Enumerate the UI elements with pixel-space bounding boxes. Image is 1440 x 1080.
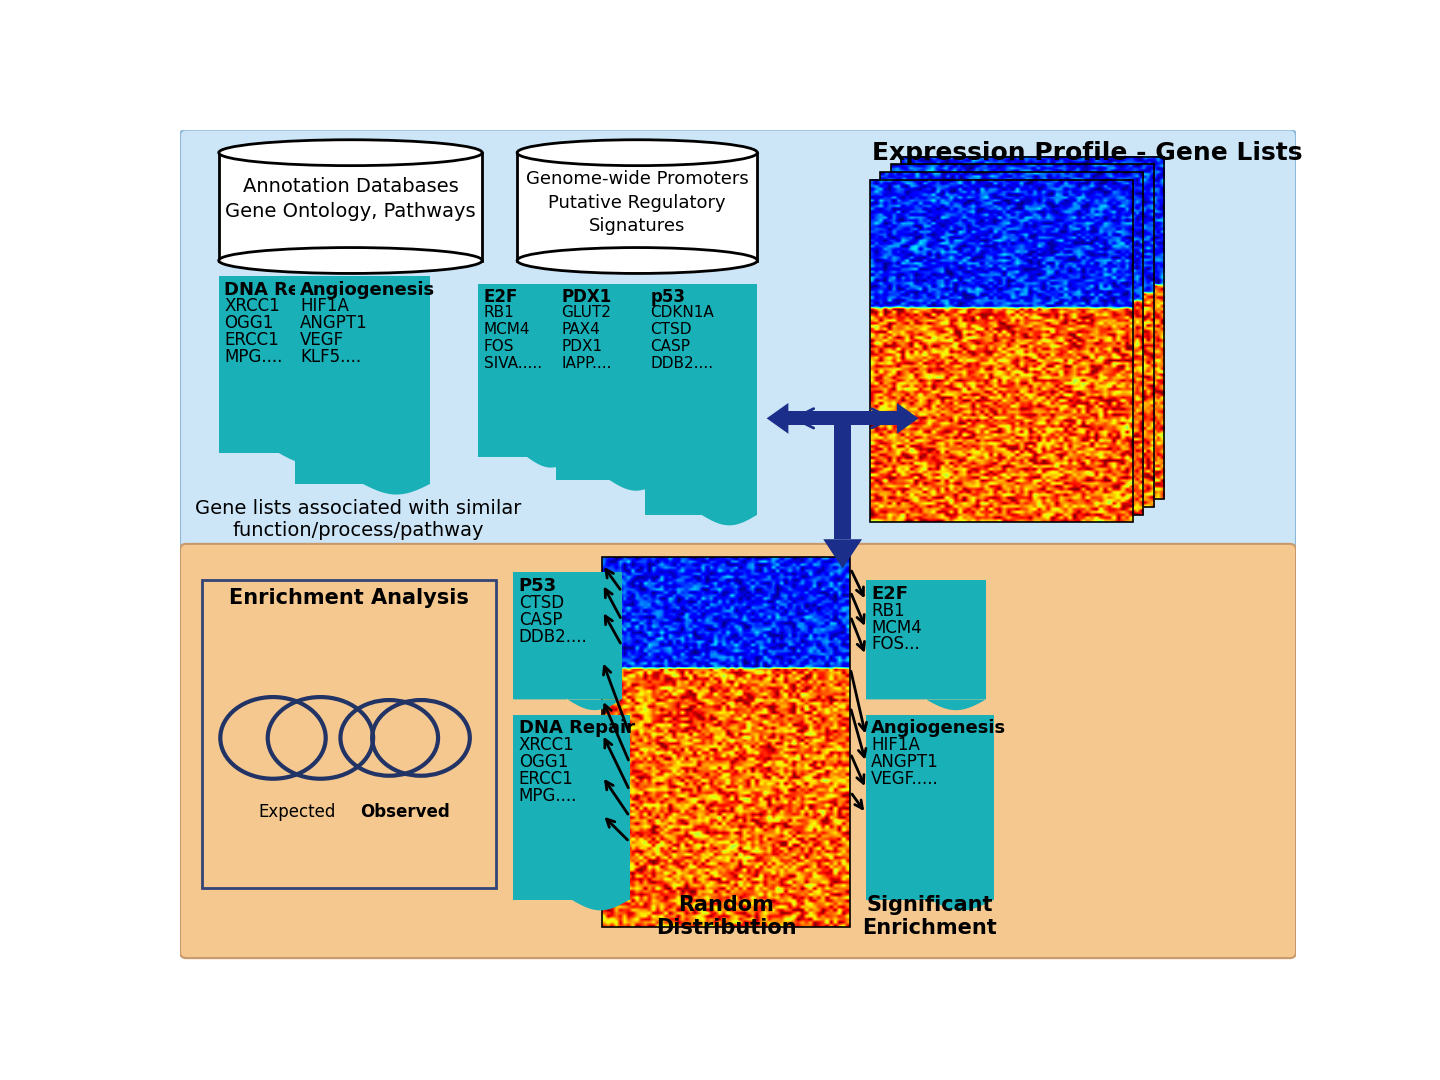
Polygon shape (478, 446, 575, 468)
Text: E2F: E2F (484, 288, 518, 307)
Text: E2F: E2F (871, 584, 909, 603)
Text: Genome-wide Promoters
Putative Regulatory
Signatures: Genome-wide Promoters Putative Regulator… (526, 171, 749, 235)
Polygon shape (865, 689, 986, 711)
Text: IAPP....: IAPP.... (562, 356, 612, 372)
Text: Gene lists associated with similar
function/process/pathway: Gene lists associated with similar funct… (194, 499, 521, 540)
Bar (295, 275, 431, 484)
Polygon shape (865, 889, 994, 910)
Text: P53: P53 (518, 577, 557, 595)
Text: DNA Repair: DNA Repair (518, 719, 635, 738)
Polygon shape (824, 539, 863, 568)
Text: ANGPT1: ANGPT1 (300, 314, 367, 333)
Text: DDB2....: DDB2.... (651, 356, 714, 372)
Ellipse shape (517, 139, 757, 165)
Text: Expected: Expected (258, 804, 336, 822)
Text: ERCC1: ERCC1 (518, 770, 573, 788)
Bar (517, 152, 757, 260)
Ellipse shape (219, 139, 482, 165)
Text: PAX4: PAX4 (562, 322, 600, 337)
Bar (865, 580, 986, 700)
Polygon shape (295, 473, 431, 495)
Text: RB1: RB1 (871, 602, 904, 620)
Text: CTSD: CTSD (518, 594, 564, 612)
Text: MCM4: MCM4 (484, 322, 530, 337)
Bar (513, 715, 629, 900)
Text: Enrichment Analysis: Enrichment Analysis (229, 588, 469, 608)
Bar (645, 284, 757, 514)
Bar (556, 284, 662, 480)
Text: CASP: CASP (518, 611, 562, 629)
Ellipse shape (219, 247, 482, 273)
Text: MPG....: MPG.... (225, 348, 282, 366)
Text: XRCC1: XRCC1 (518, 737, 575, 754)
Polygon shape (897, 403, 919, 434)
Text: PDX1: PDX1 (562, 339, 602, 354)
Text: Expression Profile - Gene Lists: Expression Profile - Gene Lists (871, 141, 1302, 165)
Text: Angiogenesis: Angiogenesis (871, 719, 1007, 738)
Bar (865, 715, 994, 900)
Bar (870, 179, 1133, 523)
Text: XRCC1: XRCC1 (225, 297, 279, 315)
Bar (219, 152, 482, 260)
FancyBboxPatch shape (180, 544, 1296, 958)
Text: Angiogenesis: Angiogenesis (300, 281, 435, 298)
Bar (891, 164, 1155, 507)
Bar (880, 172, 1143, 514)
Text: Random
Distribution: Random Distribution (657, 895, 796, 939)
Text: CDKN1A: CDKN1A (651, 306, 714, 320)
Text: CTSD: CTSD (651, 322, 693, 337)
Text: DDB2....: DDB2.... (518, 627, 588, 646)
FancyBboxPatch shape (180, 130, 1296, 550)
Text: RB1: RB1 (484, 306, 514, 320)
Polygon shape (645, 504, 757, 525)
Polygon shape (219, 442, 338, 463)
Text: Significant
Enrichment: Significant Enrichment (863, 895, 996, 939)
Text: MPG....: MPG.... (518, 787, 577, 806)
Bar (602, 557, 851, 927)
Text: VEGF: VEGF (300, 332, 344, 349)
Polygon shape (766, 403, 788, 434)
Text: HIF1A: HIF1A (300, 297, 348, 315)
Text: p53: p53 (651, 288, 685, 307)
Polygon shape (556, 469, 662, 490)
Text: PDX1: PDX1 (562, 288, 612, 307)
Text: GLUT2: GLUT2 (562, 306, 611, 320)
Text: OGG1: OGG1 (518, 754, 567, 771)
Text: DNA Repair: DNA Repair (225, 281, 340, 298)
Bar (788, 411, 897, 426)
Text: MCM4: MCM4 (871, 619, 922, 636)
Ellipse shape (517, 247, 757, 273)
Text: ANGPT1: ANGPT1 (871, 754, 939, 771)
Text: Observed: Observed (360, 804, 449, 822)
Text: ERCC1: ERCC1 (225, 332, 279, 349)
Text: CASP: CASP (651, 339, 690, 354)
Bar (901, 157, 1165, 499)
Bar (834, 418, 851, 539)
Text: OGG1: OGG1 (225, 314, 274, 333)
Text: FOS: FOS (484, 339, 514, 354)
Text: Annotation Databases
Gene Ontology, Pathways: Annotation Databases Gene Ontology, Path… (225, 177, 475, 221)
Text: SIVA.....: SIVA..... (484, 356, 541, 372)
Bar (219, 275, 338, 453)
Bar (202, 580, 497, 888)
Text: FOS...: FOS... (871, 635, 920, 653)
Text: HIF1A: HIF1A (871, 737, 920, 754)
Polygon shape (513, 689, 622, 711)
Text: KLF5....: KLF5.... (300, 348, 361, 366)
Bar (478, 284, 575, 457)
Polygon shape (513, 889, 629, 910)
Text: VEGF.....: VEGF..... (871, 770, 939, 788)
Bar (513, 572, 622, 700)
